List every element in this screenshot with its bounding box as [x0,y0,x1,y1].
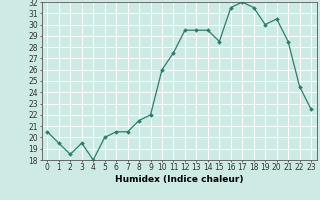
X-axis label: Humidex (Indice chaleur): Humidex (Indice chaleur) [115,175,244,184]
